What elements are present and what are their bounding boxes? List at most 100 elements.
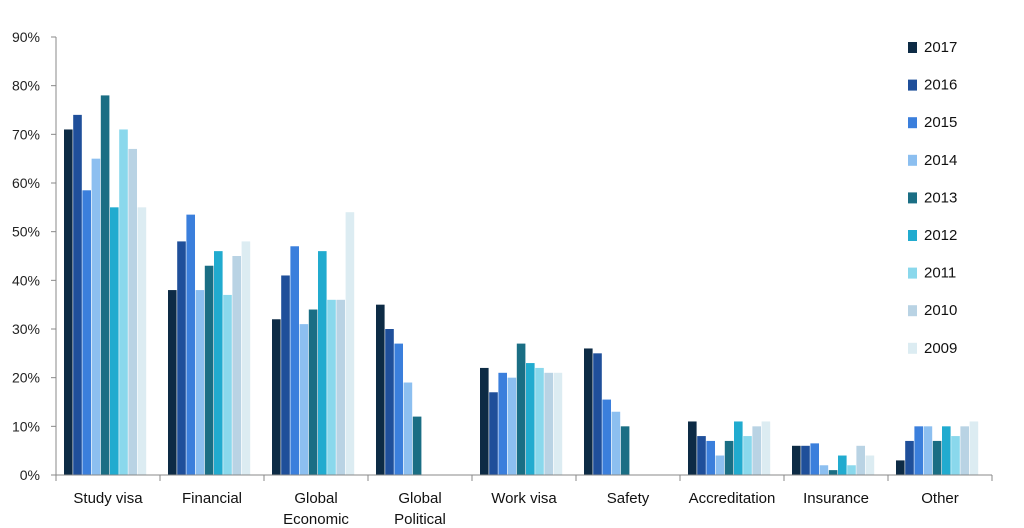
bar-2016-cat-6: 2016: 8% bbox=[697, 436, 706, 475]
bar-2015-cat-0: 2015: 58.5% bbox=[82, 190, 91, 476]
x-category-label: Other bbox=[921, 490, 959, 507]
bar-2011-cat-2: 2011: 36% bbox=[327, 299, 336, 475]
bar-2012-cat-8: 2012: 10% bbox=[942, 426, 951, 475]
x-category-label: Work visa bbox=[491, 490, 557, 507]
x-category-label: Political bbox=[394, 511, 446, 528]
bar-2009-cat-1: 2009: 48% bbox=[241, 241, 251, 475]
bar-2014-cat-5: 2014: 13% bbox=[611, 411, 621, 475]
bar-2016-cat-2: 2016: 41% bbox=[281, 275, 290, 475]
legend-swatch-2014 bbox=[908, 154, 917, 166]
x-category-label: Global bbox=[294, 490, 337, 507]
legend-label-2015: 2015 bbox=[924, 114, 957, 131]
bar-2010-cat-0: 2010: 67% bbox=[128, 148, 137, 475]
bar-2014-cat-3: 2014: 19% bbox=[403, 382, 413, 475]
bar-2013-cat-1: 2013: 43% bbox=[204, 265, 214, 475]
legend-label-2016: 2016 bbox=[924, 77, 957, 94]
bar-2011-cat-0: 2011: 71% bbox=[119, 129, 128, 475]
x-category-label: Global bbox=[398, 490, 441, 507]
x-category-label: Study visa bbox=[73, 490, 143, 507]
bar-2011-cat-6: 2011: 8% bbox=[743, 436, 752, 475]
bar-2011-cat-7: 2011: 2% bbox=[847, 465, 856, 475]
bar-2011-cat-8: 2011: 8% bbox=[951, 436, 960, 475]
y-tick-label: 50% bbox=[12, 224, 40, 240]
bar-2011-cat-1: 2011: 37% bbox=[223, 294, 232, 475]
bar-2009-cat-4: 2009: 21% bbox=[553, 372, 563, 475]
x-category-label: Insurance bbox=[803, 490, 869, 507]
legend-swatch-2016 bbox=[908, 79, 917, 91]
bar-2016-cat-8: 2016: 7% bbox=[905, 440, 914, 475]
bar-2010-cat-8: 2010: 10% bbox=[960, 426, 969, 475]
bar-2015-cat-1: 2015: 53.5% bbox=[186, 214, 195, 475]
legend-swatch-2009 bbox=[908, 342, 917, 354]
bar-2012-cat-6: 2012: 11% bbox=[734, 421, 743, 475]
bar-2012-cat-1: 2012: 46% bbox=[214, 251, 223, 475]
y-tick-label: 70% bbox=[12, 126, 40, 142]
bar-2012-cat-4: 2012: 23% bbox=[526, 363, 535, 475]
legend-label-2011: 2011 bbox=[924, 265, 956, 282]
legend-label-2010: 2010 bbox=[924, 302, 957, 319]
x-axis-labels: Study visa Financial Global Economic Global P… bbox=[73, 490, 958, 528]
x-category-label: Economic bbox=[283, 511, 349, 528]
bar-2014-cat-6: 2014: 4% bbox=[715, 455, 725, 475]
bar-2010-cat-6: 2010: 10% bbox=[752, 426, 761, 475]
legend-swatch-2013 bbox=[908, 192, 917, 204]
bar-2010-cat-4: 2010: 21% bbox=[544, 372, 553, 475]
bar-2016-cat-5: 2016: 25% bbox=[593, 353, 602, 475]
bar-2017-cat-3: 2017: 35% bbox=[376, 304, 385, 475]
y-tick-label: 0% bbox=[20, 467, 40, 483]
bar-2014-cat-2: 2014: 31% bbox=[299, 324, 309, 475]
bar-2013-cat-7: 2013: 1% bbox=[828, 470, 838, 475]
bar-2015-cat-3: 2015: 27% bbox=[394, 343, 403, 475]
bar-2015-cat-4: 2015: 21% bbox=[498, 372, 507, 475]
bar-2012-cat-7: 2012: 4% bbox=[838, 455, 847, 475]
y-tick-label: 40% bbox=[12, 272, 40, 288]
y-tick-label: 30% bbox=[12, 321, 40, 337]
bars: 2017: 71% 2017: 38% 2017: 32% 2017: 35% 2017… bbox=[64, 95, 979, 476]
bar-2014-cat-7: 2014: 2% bbox=[819, 465, 829, 475]
bar-2014-cat-4: 2014: 20% bbox=[507, 377, 517, 475]
bar-2016-cat-7: 2016: 6% bbox=[801, 445, 810, 475]
y-axis-ticks: 0% 10% 20% 30% 40% 50% 60% 70% 80% 90% bbox=[12, 29, 56, 483]
bar-2013-cat-2: 2013: 34% bbox=[308, 309, 318, 475]
bar-2010-cat-7: 2010: 6% bbox=[856, 445, 865, 475]
bar-2013-cat-5: 2013: 10% bbox=[620, 426, 630, 475]
bar-2014-cat-1: 2014: 38% bbox=[195, 290, 205, 475]
bar-2015-cat-2: 2015: 47% bbox=[290, 246, 299, 475]
bar-2015-cat-6: 2015: 7% bbox=[706, 440, 715, 475]
bar-2016-cat-0: 2016: 74% bbox=[73, 114, 82, 476]
x-category-label: Safety bbox=[607, 490, 650, 507]
bar-2009-cat-2: 2009: 54% bbox=[345, 212, 355, 475]
bar-2013-cat-8: 2013: 7% bbox=[932, 440, 942, 475]
bar-2009-cat-6: 2009: 11% bbox=[761, 421, 771, 475]
bar-2016-cat-1: 2016: 48% bbox=[177, 241, 186, 475]
x-category-label: Accreditation bbox=[689, 490, 776, 507]
bar-2015-cat-5: 2015: 15.5% bbox=[602, 399, 611, 475]
bar-2013-cat-4: 2013: 27% bbox=[516, 343, 526, 475]
axes bbox=[55, 37, 993, 481]
bar-2013-cat-6: 2013: 7% bbox=[724, 440, 734, 475]
bar-2014-cat-0: 2014: 65% bbox=[91, 158, 101, 476]
legend-label-2013: 2013 bbox=[924, 189, 957, 206]
bar-2009-cat-0: 2009: 55% bbox=[137, 207, 147, 475]
bar-2017-cat-5: 2017: 26% bbox=[584, 348, 593, 475]
bar-2011-cat-4: 2011: 22% bbox=[535, 367, 544, 475]
y-tick-label: 60% bbox=[12, 175, 40, 191]
bar-2016-cat-3: 2016: 30% bbox=[385, 329, 394, 475]
bar-2009-cat-8: 2009: 11% bbox=[969, 421, 979, 475]
legend-swatch-2017 bbox=[908, 42, 917, 53]
y-tick-label: 90% bbox=[12, 29, 40, 45]
bar-2017-cat-0: 2017: 71% bbox=[64, 129, 73, 475]
bar-2012-cat-0: 2012: 55% bbox=[110, 207, 119, 475]
legend-swatch-2011 bbox=[908, 267, 917, 279]
bar-2017-cat-7: 2017: 6% bbox=[792, 445, 801, 475]
legend-swatch-2010 bbox=[908, 305, 917, 317]
y-tick-label: 10% bbox=[12, 418, 40, 434]
legend-label-2014: 2014 bbox=[924, 152, 957, 169]
bar-2017-cat-1: 2017: 38% bbox=[168, 290, 177, 475]
bar-2013-cat-0: 2013: 78% bbox=[100, 95, 110, 476]
x-category-label: Financial bbox=[182, 490, 242, 507]
bar-2015-cat-7: 2015: 6.5% bbox=[810, 443, 819, 475]
bar-2017-cat-2: 2017: 32% bbox=[272, 319, 281, 475]
bar-2017-cat-6: 2017: 11% bbox=[688, 421, 697, 475]
bar-2016-cat-4: 2016: 17% bbox=[489, 392, 498, 475]
